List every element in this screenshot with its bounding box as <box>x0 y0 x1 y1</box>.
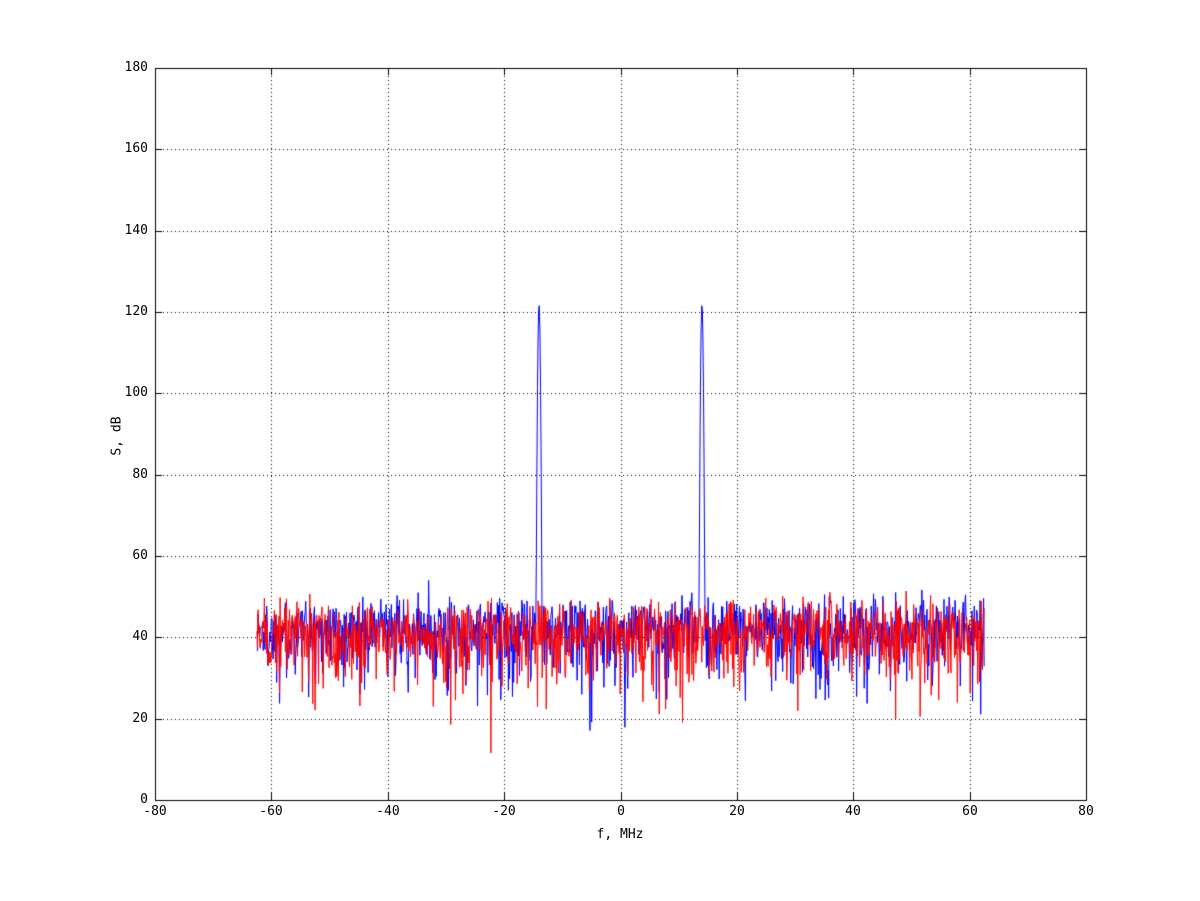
y-tick-label: 0 <box>140 792 148 807</box>
x-tick-label: -40 <box>376 804 400 819</box>
y-tick-label: 20 <box>132 711 148 726</box>
x-tick-label: 80 <box>1078 804 1094 819</box>
x-tick-label: -60 <box>259 804 283 819</box>
x-axis-label: f, MHz <box>596 827 644 842</box>
y-tick-label: 140 <box>124 223 148 238</box>
y-tick-label: 100 <box>124 385 148 400</box>
y-tick-label: 180 <box>124 60 148 75</box>
y-tick-label: 40 <box>132 629 148 644</box>
y-tick-label: 80 <box>132 467 148 482</box>
y-tick-label: 160 <box>124 141 148 156</box>
x-tick-label: 40 <box>845 804 861 819</box>
x-tick-label: 0 <box>617 804 625 819</box>
y-axis-label: S, dB <box>109 416 125 456</box>
x-tick-label: 20 <box>729 804 745 819</box>
x-tick-label: 60 <box>962 804 978 819</box>
y-tick-label: 120 <box>124 304 148 319</box>
x-tick-label: -20 <box>492 804 516 819</box>
x-tick-label: -80 <box>143 804 167 819</box>
y-tick-label: 60 <box>132 548 148 563</box>
